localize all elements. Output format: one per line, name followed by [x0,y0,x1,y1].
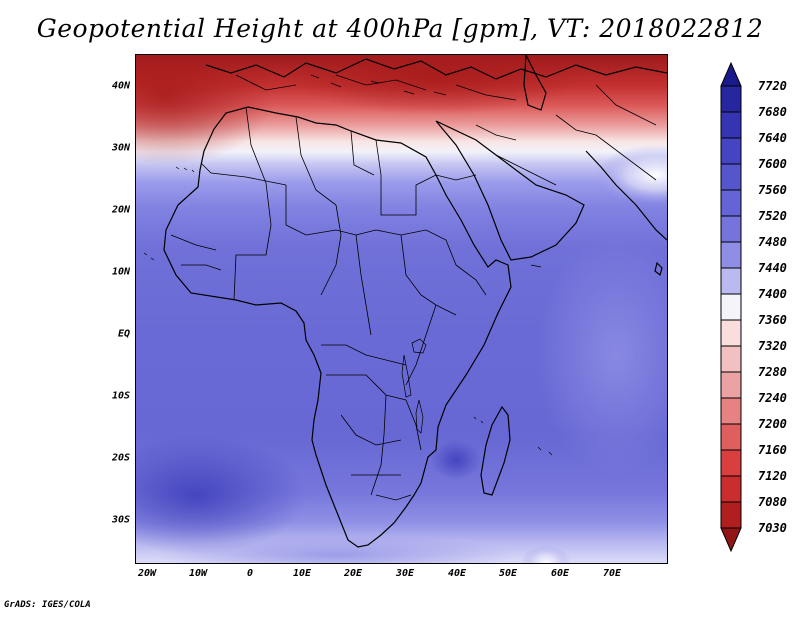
colorbar-swatch [720,85,742,113]
colorbar-label: 7600 [758,157,787,171]
colorbar-label: 7440 [758,261,787,275]
colorbar-label: 7520 [758,209,787,223]
colorbar-swatch [720,111,742,139]
trough-south [521,545,571,563]
colorbar-label: 7560 [758,183,787,197]
colorbar-label: 7240 [758,391,787,405]
trough-northeast [596,145,667,205]
europe-coastline [205,58,667,80]
lat-label-20s: 20S [111,452,130,464]
colorbar-label: 7280 [758,365,787,379]
high-height-core-west [136,55,276,165]
lat-label-10s: 10S [111,390,130,402]
lake-victoria [411,338,427,354]
chart-title: Geopotential Height at 400hPa [gpm], VT:… [36,14,764,43]
lon-label-60e: 60E [550,568,570,579]
lake-tanganyika [401,354,412,398]
canary-islands [175,166,195,173]
caspian-coastline [523,55,547,111]
lon-label-40e: 40E [447,568,467,579]
lat-label-30s: 30S [111,514,130,526]
colorbar-swatch [720,215,742,243]
colorbar-bottom-triangle [720,527,742,553]
colorbar-label: 7320 [758,339,787,353]
colorbar-swatch [720,501,742,529]
height-field-map [136,55,667,563]
country-borders [170,74,657,501]
lon-label-0: 0 [246,568,254,579]
high-ridge-southwest [136,435,306,555]
colorbar-label: 7720 [758,79,787,93]
grads-credit: GrADS: IGES/COLA [4,600,91,610]
colorbar-label: 7680 [758,105,787,119]
southern-gradient [156,535,516,563]
colorbar-swatch [720,423,742,451]
colorbar-swatch [720,163,742,191]
map-plot-area [135,54,668,564]
colorbar-label: 7400 [758,287,787,301]
colorbar-label: 7120 [758,469,787,483]
mauritius-reunion [537,446,553,456]
socotra [530,264,542,268]
lat-label-20n: 20N [111,204,130,216]
colorbar-swatch [720,137,742,165]
colorbar-swatch [720,449,742,477]
cape-verde-islands [143,252,155,261]
colorbar-swatch [720,345,742,373]
colorbar [720,61,742,556]
lat-label-30n: 30N [111,142,130,154]
colorbar-swatch [720,475,742,503]
colorbar-label: 7080 [758,495,787,509]
coastlines [163,55,667,548]
high-ridge-madagascar [431,440,481,480]
lon-label-50e: 50E [498,568,518,579]
colorbar-swatch [720,371,742,399]
colorbar-swatch [720,397,742,425]
colorbar-label: 7480 [758,235,787,249]
colorbar-swatches [720,61,742,553]
india-coastline [585,150,667,241]
colorbar-label: 7200 [758,417,787,431]
madagascar-coastline [480,405,511,496]
colorbar-swatch [720,267,742,295]
comoros [473,416,484,424]
colorbar-swatch [720,241,742,269]
colorbar-swatch [720,293,742,321]
lon-label-20e: 20E [343,568,363,579]
mediterranean-islands [310,74,447,96]
africa-coastline [163,106,512,548]
colorbar-swatch [720,319,742,347]
sri-lanka-coastline [654,261,663,277]
lat-label-eq: EQ [117,328,130,340]
lon-label-30e: 30E [395,568,415,579]
lon-label-20w: 20W [137,568,157,579]
lat-label-40n: 40N [111,80,130,92]
lon-label-10w: 10W [188,568,208,579]
high-height-core-east [286,55,586,115]
colorbar-label: 7640 [758,131,787,145]
lake-malawi [415,399,424,434]
lon-label-10e: 10E [292,568,312,579]
trough-indian-ocean [536,235,667,475]
colorbar-label: 7160 [758,443,787,457]
colorbar-swatch [720,189,742,217]
colorbar-top-triangle [720,61,742,87]
arabia-coastline [435,120,585,261]
colorbar-label: 7030 [758,521,787,535]
lat-label-10n: 10N [111,266,130,278]
colorbar-label: 7360 [758,313,787,327]
lon-label-70e: 70E [602,568,622,579]
lakes-and-islands [143,74,553,456]
